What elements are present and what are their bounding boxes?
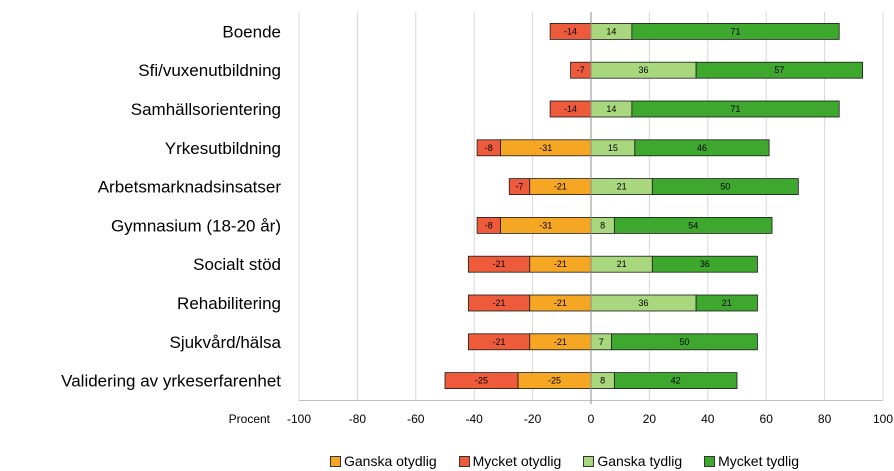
data-label: 36 bbox=[639, 65, 649, 75]
data-label: 8 bbox=[600, 220, 605, 230]
legend-item-ganska-otydlig: Ganska otydlig bbox=[330, 453, 437, 469]
legend: Ganska otydlig Mycket otydlig Ganska tyd… bbox=[330, 452, 799, 470]
bar-segment bbox=[651, 178, 799, 196]
category-label: Arbetsmarknadsinsatser bbox=[98, 178, 282, 197]
bar-segment bbox=[651, 255, 758, 273]
data-label: -25 bbox=[475, 376, 488, 386]
bar-segment bbox=[467, 255, 531, 273]
data-label: 7 bbox=[599, 337, 604, 347]
legend-swatch-ganska-tydlig bbox=[583, 455, 595, 467]
category-label: Gymnasium (18-20 år) bbox=[111, 216, 281, 235]
legend-item-ganska-tydlig: Ganska tydlig bbox=[583, 453, 682, 469]
x-tick-label: -60 bbox=[407, 412, 425, 426]
data-label: -21 bbox=[493, 298, 506, 308]
data-label: -14 bbox=[564, 26, 577, 36]
x-tick-label: 20 bbox=[643, 412, 657, 426]
legend-item-mycket-tydlig: Mycket tydlig bbox=[704, 453, 799, 469]
data-label: 57 bbox=[774, 65, 784, 75]
data-label: 42 bbox=[671, 376, 681, 386]
x-tick-label: 60 bbox=[760, 412, 774, 426]
x-tick-label: -40 bbox=[466, 412, 484, 426]
data-label: 14 bbox=[606, 104, 616, 114]
x-tick-label: -20 bbox=[524, 412, 542, 426]
category-label: Rehabilitering bbox=[177, 294, 281, 313]
category-labels: Boende Sfi/vuxenutbildning Samhällsoriente… bbox=[61, 22, 281, 390]
bar-segment bbox=[611, 333, 758, 351]
data-label: 14 bbox=[606, 26, 616, 36]
bar-segment bbox=[467, 333, 531, 351]
x-tick-label: 100 bbox=[873, 412, 893, 426]
data-label: -8 bbox=[485, 220, 493, 230]
bar-segment bbox=[695, 61, 863, 79]
data-label: 71 bbox=[731, 104, 741, 114]
category-label: Validering av yrkeserfarenhet bbox=[61, 372, 281, 391]
x-tick-label: -80 bbox=[349, 412, 367, 426]
x-tick-label: -100 bbox=[287, 412, 311, 426]
category-label: Sfi/vuxenutbildning bbox=[138, 61, 281, 80]
data-label: 50 bbox=[679, 337, 689, 347]
category-label: Boende bbox=[222, 22, 281, 41]
data-label: -25 bbox=[548, 376, 561, 386]
data-label: 54 bbox=[688, 220, 698, 230]
legend-label: Mycket otydlig bbox=[472, 453, 562, 469]
data-label: 8 bbox=[600, 376, 605, 386]
legend-swatch-mycket-otydlig bbox=[458, 455, 470, 467]
data-label: 15 bbox=[608, 143, 618, 153]
data-label: -21 bbox=[493, 259, 506, 269]
data-label: 36 bbox=[639, 298, 649, 308]
category-label: Samhällsorientering bbox=[131, 100, 281, 119]
x-axis: -100 -80 -60 -40 -20 0 20 40 60 80 100 Procent bbox=[229, 12, 893, 426]
bar-segment bbox=[467, 294, 531, 312]
data-label: 71 bbox=[731, 26, 741, 36]
x-tick-label: 40 bbox=[701, 412, 715, 426]
data-label: -21 bbox=[554, 298, 567, 308]
legend-swatch-ganska-otydlig bbox=[330, 455, 341, 467]
x-tick-label: 80 bbox=[818, 412, 832, 426]
category-label: Sjukvård/hälsa bbox=[169, 333, 281, 352]
data-label: 36 bbox=[700, 259, 710, 269]
x-tick-label: 0 bbox=[588, 412, 595, 426]
bars: -14 14 71 -7 36 57 -14 14 71 -31 -8 15 46 -21 -7 21 50 -3… bbox=[444, 22, 863, 390]
data-label: 46 bbox=[697, 143, 707, 153]
bar-segment bbox=[508, 178, 531, 196]
data-label: -21 bbox=[554, 182, 567, 192]
category-label: Yrkesutbildning bbox=[165, 139, 281, 158]
data-label: -14 bbox=[564, 104, 577, 114]
data-label: 21 bbox=[617, 259, 627, 269]
bar-segment bbox=[695, 294, 758, 312]
bar-segment bbox=[631, 100, 840, 118]
bar-segment bbox=[476, 139, 501, 157]
x-axis-title: Procent bbox=[229, 412, 271, 426]
data-label: -7 bbox=[515, 182, 523, 192]
category-label: Socialt stöd bbox=[193, 255, 281, 274]
data-label: 21 bbox=[722, 298, 732, 308]
bar-segment bbox=[444, 372, 519, 390]
bar-segment bbox=[631, 22, 840, 40]
legend-label: Mycket tydlig bbox=[718, 453, 800, 469]
legend-item-mycket-otydlig: Mycket otydlig bbox=[458, 453, 562, 469]
bar-segment bbox=[476, 216, 501, 234]
data-label: -21 bbox=[493, 337, 506, 347]
bar-segment bbox=[634, 139, 770, 157]
data-label: 50 bbox=[720, 182, 730, 192]
bar-segment bbox=[613, 216, 773, 234]
bar-segment bbox=[613, 372, 738, 390]
data-label: -7 bbox=[577, 65, 585, 75]
data-label: -21 bbox=[554, 337, 567, 347]
data-label: 21 bbox=[617, 182, 627, 192]
data-label: -31 bbox=[539, 220, 552, 230]
legend-label: Ganska otydlig bbox=[344, 453, 437, 469]
data-label: -31 bbox=[539, 143, 552, 153]
legend-label: Ganska tydlig bbox=[597, 453, 683, 469]
legend-swatch-mycket-tydlig bbox=[704, 455, 716, 467]
data-label: -8 bbox=[485, 143, 493, 153]
data-label: -21 bbox=[554, 259, 567, 269]
